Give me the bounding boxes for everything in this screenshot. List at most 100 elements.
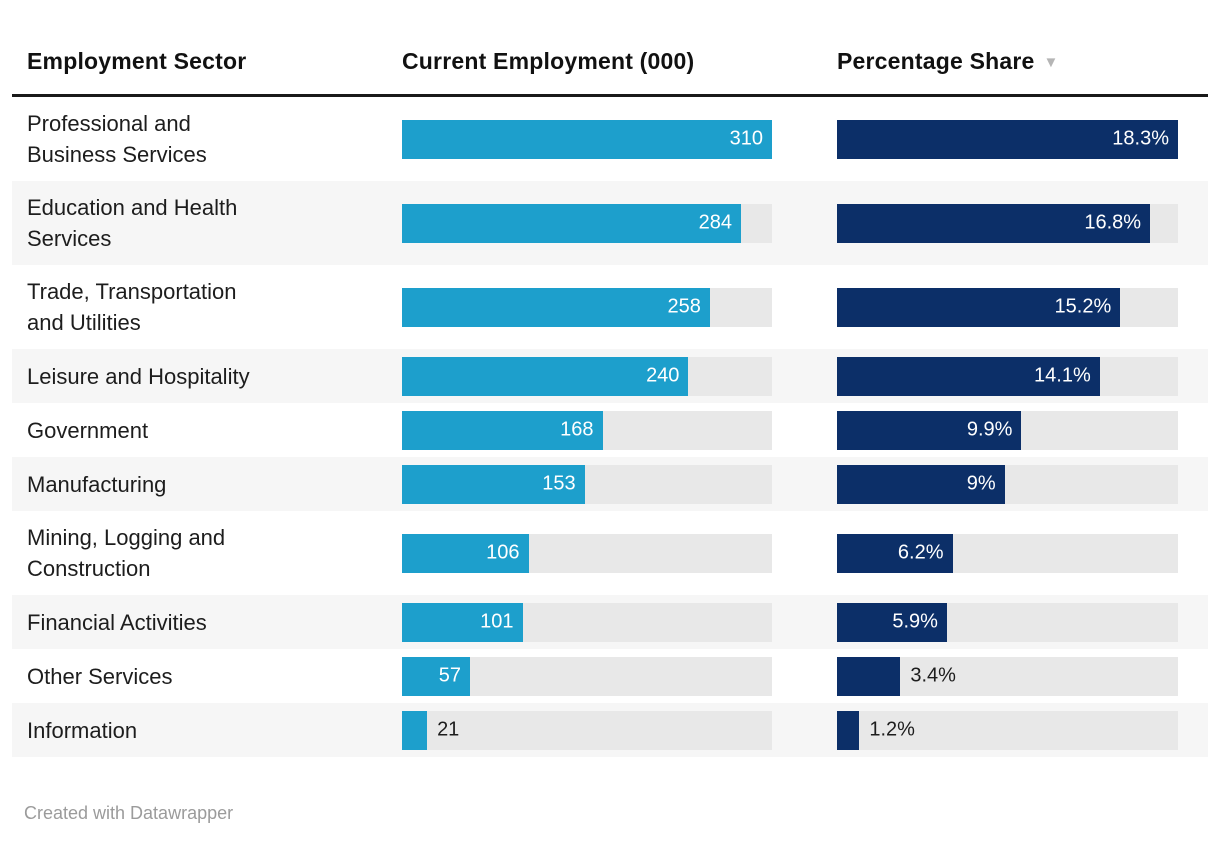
table-row: Trade, Transportation and Utilities 258 … [12, 265, 1208, 349]
table-row: Manufacturing 153 9% [12, 457, 1208, 511]
share-bar: 18.3% [837, 119, 1178, 159]
share-cell: 16.8% [837, 181, 1178, 265]
employment-value: 310 [729, 127, 763, 150]
sector-label: Leisure and Hospitality [27, 363, 250, 389]
sector-cell: Information [12, 703, 402, 757]
sector-label: Government [27, 417, 149, 443]
employment-value: 101 [480, 610, 514, 633]
employment-value: 106 [486, 541, 520, 564]
employment-cell: 284 [402, 181, 772, 265]
share-bar-track: 9.9% [837, 410, 1178, 450]
employment-cell: 240 [402, 349, 772, 403]
sector-label: Professional and Business Services [27, 111, 207, 167]
table-row: Education and Health Services 284 16.8% [12, 181, 1208, 265]
share-cell: 15.2% [837, 265, 1178, 349]
share-value: 6.2% [897, 541, 944, 564]
employment-cell: 57 [402, 649, 772, 703]
share-bar-track: 14.1% [837, 356, 1178, 396]
employment-cell: 21 [402, 703, 772, 757]
employment-bar-track: 153 [402, 464, 772, 504]
share-bar-track: 9% [837, 464, 1178, 504]
share-value: 5.9% [892, 610, 938, 633]
employment-bar: 101 [402, 602, 523, 642]
table-row: Professional and Business Services 310 1… [12, 97, 1208, 181]
sector-label: Trade, Transportation and Utilities [27, 279, 237, 335]
sector-cell: Mining, Logging and Construction [12, 511, 402, 595]
table-row: Other Services 57 3.4% [12, 649, 1208, 703]
sector-label: Education and Health Services [27, 195, 238, 251]
share-cell: 14.1% [837, 349, 1178, 403]
column-header-share-label: Percentage Share [837, 48, 1035, 74]
sector-label: Manufacturing [27, 471, 167, 497]
employment-bar: 240 [402, 356, 689, 396]
share-bar: 9.9% [837, 410, 1022, 450]
column-header-sector-label: Employment Sector [27, 48, 247, 74]
share-bar-track: 6.2% [837, 533, 1178, 573]
sort-descending-icon: ▼ [1043, 54, 1059, 71]
footer: Created with Datawrapper [0, 757, 1220, 824]
table-row: Mining, Logging and Construction 106 6.2… [12, 511, 1208, 595]
column-header-employment-label: Current Employment (000) [402, 48, 695, 74]
share-cell: 5.9% [837, 595, 1178, 649]
employment-cell: 310 [402, 97, 772, 181]
share-bar: 16.8% [837, 203, 1151, 243]
employment-value: 168 [560, 418, 594, 441]
employment-value: 284 [698, 211, 732, 234]
sector-cell: Manufacturing [12, 457, 402, 511]
share-value: 18.3% [1112, 127, 1169, 150]
employment-value: 21 [437, 718, 460, 741]
table-row: Government 168 9.9% [12, 403, 1208, 457]
share-value: 9.9% [966, 418, 1013, 441]
share-value: 14.1% [1034, 364, 1091, 387]
employment-value: 57 [438, 664, 462, 687]
column-header-sector[interactable]: Employment Sector [12, 48, 402, 75]
share-cell: 1.2% [837, 703, 1178, 757]
sector-cell: Financial Activities [12, 595, 402, 649]
share-bar-track: 15.2% [837, 287, 1178, 327]
employment-bar: 21 [402, 710, 459, 750]
employment-bar: 284 [402, 203, 741, 243]
share-bar: 6.2% [837, 533, 953, 573]
sector-label: Mining, Logging and Construction [27, 525, 226, 581]
sector-label: Information [27, 717, 138, 743]
share-bar-track: 1.2% [837, 710, 1178, 750]
table-row: Financial Activities 101 5.9% [12, 595, 1208, 649]
employment-bar-track: 258 [402, 287, 772, 327]
employment-value: 240 [646, 364, 680, 387]
sector-cell: Government [12, 403, 402, 457]
share-bar-track: 18.3% [837, 119, 1178, 159]
share-bar: 5.9% [837, 602, 947, 642]
datawrapper-credit-link[interactable]: Created with Datawrapper [24, 803, 234, 823]
employment-cell: 168 [402, 403, 772, 457]
employment-bar-track: 21 [402, 710, 772, 750]
share-cell: 9% [837, 457, 1178, 511]
share-value: 1.2% [869, 718, 915, 741]
employment-bar: 106 [402, 533, 529, 573]
employment-bar: 310 [402, 119, 772, 159]
column-header-share[interactable]: Percentage Share ▼ [837, 48, 1178, 75]
employment-bar-track: 284 [402, 203, 772, 243]
sector-cell: Trade, Transportation and Utilities [12, 265, 402, 349]
sector-cell: Education and Health Services [12, 181, 402, 265]
share-cell: 6.2% [837, 511, 1178, 595]
share-cell: 9.9% [837, 403, 1178, 457]
table-row: Leisure and Hospitality 240 14.1% [12, 349, 1208, 403]
share-cell: 3.4% [837, 649, 1178, 703]
employment-bar: 153 [402, 464, 585, 504]
share-bar: 15.2% [837, 287, 1121, 327]
share-bar: 3.4% [837, 656, 956, 696]
column-header-employment[interactable]: Current Employment (000) [402, 48, 772, 75]
employment-value: 258 [667, 295, 701, 318]
sector-cell: Leisure and Hospitality [12, 349, 402, 403]
employment-bar-track: 101 [402, 602, 772, 642]
employment-bar-track: 240 [402, 356, 772, 396]
employment-bar: 258 [402, 287, 710, 327]
table-row: Information 21 1.2% [12, 703, 1208, 757]
employment-bar-track: 310 [402, 119, 772, 159]
employment-bar-track: 168 [402, 410, 772, 450]
employment-cell: 106 [402, 511, 772, 595]
employment-cell: 101 [402, 595, 772, 649]
employment-value: 153 [542, 472, 576, 495]
employment-bar: 57 [402, 656, 471, 696]
sector-label: Financial Activities [27, 609, 207, 635]
